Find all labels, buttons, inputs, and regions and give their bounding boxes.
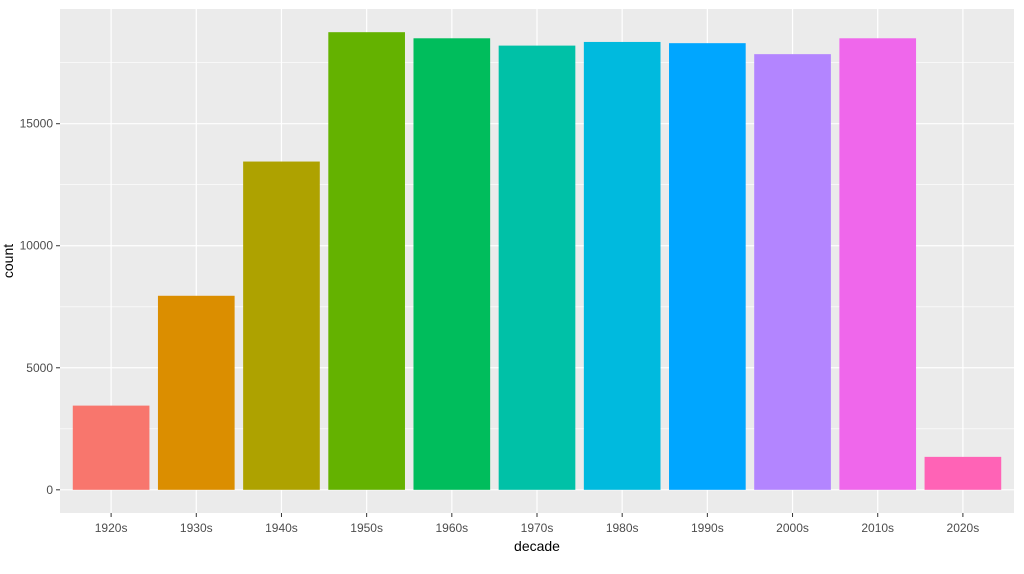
y-tick-label: 0 xyxy=(46,483,53,497)
x-tick-label: 2000s xyxy=(776,521,809,535)
x-tick-label: 1970s xyxy=(521,521,554,535)
bar-2010s xyxy=(839,38,917,490)
x-tick-label: 2010s xyxy=(861,521,894,535)
bar-1970s xyxy=(498,45,576,490)
x-tick-label: 1950s xyxy=(350,521,383,535)
y-axis-ticks: 0 5000 10000 15000 xyxy=(20,117,60,497)
x-tick-label: 1940s xyxy=(265,521,298,535)
bar-1980s xyxy=(583,41,661,490)
y-tick-label: 10000 xyxy=(20,239,54,253)
x-tick-label: 1990s xyxy=(691,521,724,535)
x-axis-ticks: 1920s 1930s 1940s 1950s 1960s 1970s 1980s 1990s… xyxy=(95,513,979,535)
x-tick-label: 1930s xyxy=(180,521,213,535)
y-tick-label: 5000 xyxy=(26,361,53,375)
x-tick-label: 2020s xyxy=(947,521,980,535)
bar-1960s xyxy=(413,38,491,490)
bars xyxy=(72,32,1002,490)
bar-1940s xyxy=(243,161,320,490)
bar-1930s xyxy=(157,295,235,490)
y-tick-label: 15000 xyxy=(20,117,54,131)
bar-1990s xyxy=(669,43,746,490)
bar-2000s xyxy=(754,54,831,490)
bar-1920s xyxy=(72,405,150,490)
bar-1950s xyxy=(328,32,405,490)
x-tick-label: 1980s xyxy=(606,521,639,535)
y-axis-title: count xyxy=(0,244,16,278)
x-tick-label: 1920s xyxy=(95,521,128,535)
x-axis-title: decade xyxy=(514,538,560,554)
x-tick-label: 1960s xyxy=(435,521,468,535)
bar-2020s xyxy=(924,456,1002,490)
